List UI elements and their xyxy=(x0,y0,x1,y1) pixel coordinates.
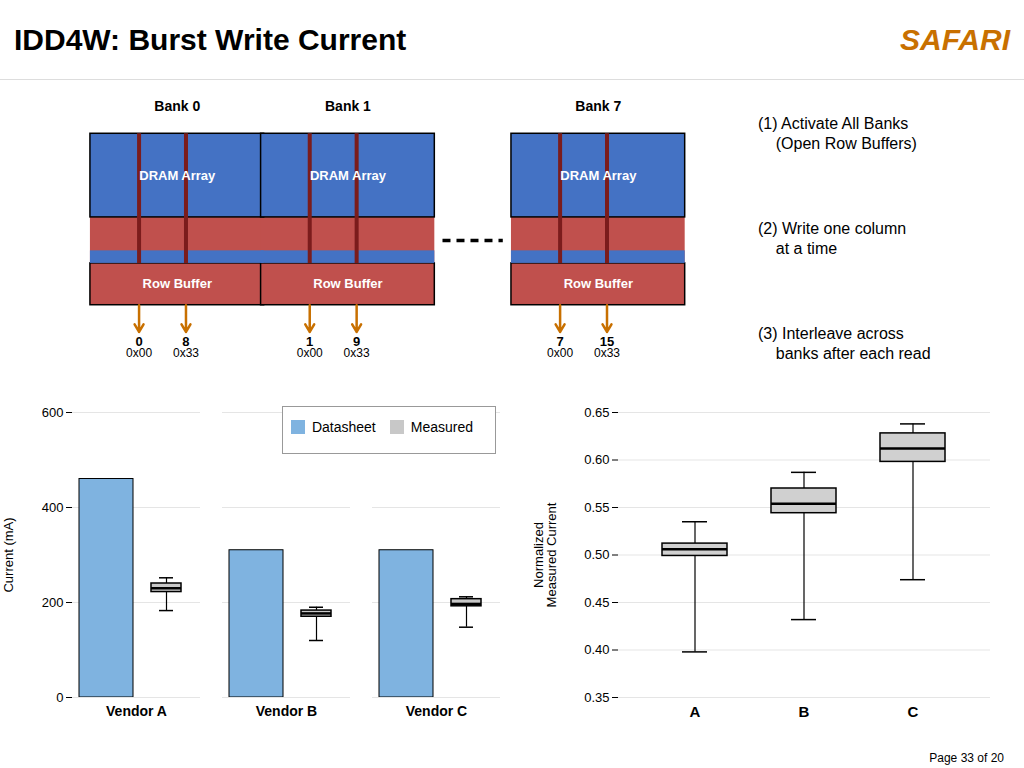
svg-text:15: 15 xyxy=(599,334,615,350)
svg-text:400: 400 xyxy=(42,500,64,515)
svg-text:0x00: 0x00 xyxy=(297,346,323,360)
svg-text:0.60: 0.60 xyxy=(584,452,609,467)
svg-text:Row Buffer: Row Buffer xyxy=(564,276,633,291)
svg-text:0x33: 0x33 xyxy=(344,346,370,360)
svg-text:DRAM Array: DRAM Array xyxy=(139,168,216,183)
svg-text:0.45: 0.45 xyxy=(584,595,609,610)
svg-text:Bank 0: Bank 0 xyxy=(154,98,200,114)
svg-text:0.40: 0.40 xyxy=(584,642,609,657)
svg-text:0x00: 0x00 xyxy=(547,346,573,360)
svg-text:Vendor C: Vendor C xyxy=(406,703,467,719)
svg-text:0.55: 0.55 xyxy=(584,500,609,515)
html-text:IDD4W: Burst Write Current: IDD4W: Burst Write Current xyxy=(14,22,407,56)
html-text:Datasheet: Datasheet xyxy=(311,418,376,435)
html-text:Page 33 of 20: Page 33 of 20 xyxy=(929,751,1004,765)
html-text:(3) Interleave across banks af: (3) Interleave across banks after each r… xyxy=(758,325,931,362)
svg-text:600: 600 xyxy=(42,405,64,420)
svg-text:C: C xyxy=(908,703,919,720)
svg-text:0: 0 xyxy=(56,690,63,705)
svg-text:Bank 7: Bank 7 xyxy=(575,98,621,114)
svg-text:7: 7 xyxy=(556,334,564,350)
svg-text:Row Buffer: Row Buffer xyxy=(143,276,212,291)
svg-text:DRAM Array: DRAM Array xyxy=(560,168,637,183)
svg-text:200: 200 xyxy=(42,595,64,610)
svg-text:Current (mA): Current (mA) xyxy=(1,517,16,592)
svg-text:0x00: 0x00 xyxy=(126,346,152,360)
html-text:(2) Write one column at a time: (2) Write one column at a time xyxy=(758,220,907,257)
html-text:SAFARI: SAFARI xyxy=(900,22,1010,56)
svg-text:9: 9 xyxy=(353,334,361,350)
html-text:(1) Activate All Banks (Open R: (1) Activate All Banks (Open Row Buffers… xyxy=(758,115,917,152)
svg-text:8: 8 xyxy=(182,334,190,350)
html-text:Measured: Measured xyxy=(410,418,473,435)
svg-text:Vendor B: Vendor B xyxy=(256,703,317,719)
svg-text:0x33: 0x33 xyxy=(173,346,199,360)
svg-text:Row Buffer: Row Buffer xyxy=(313,276,382,291)
svg-text:0.50: 0.50 xyxy=(584,547,609,562)
svg-text:1: 1 xyxy=(306,334,314,350)
svg-text:B: B xyxy=(799,703,810,720)
svg-text:NormalizedMeasured Current: NormalizedMeasured Current xyxy=(531,502,559,607)
svg-text:A: A xyxy=(690,703,701,720)
svg-text:Bank 1: Bank 1 xyxy=(325,98,371,114)
svg-text:0x33: 0x33 xyxy=(594,346,620,360)
svg-text:0.65: 0.65 xyxy=(584,405,609,420)
svg-text:0.35: 0.35 xyxy=(584,690,609,705)
svg-text:0: 0 xyxy=(135,334,143,350)
svg-text:Vendor A: Vendor A xyxy=(106,703,167,719)
svg-text:DRAM Array: DRAM Array xyxy=(310,168,387,183)
